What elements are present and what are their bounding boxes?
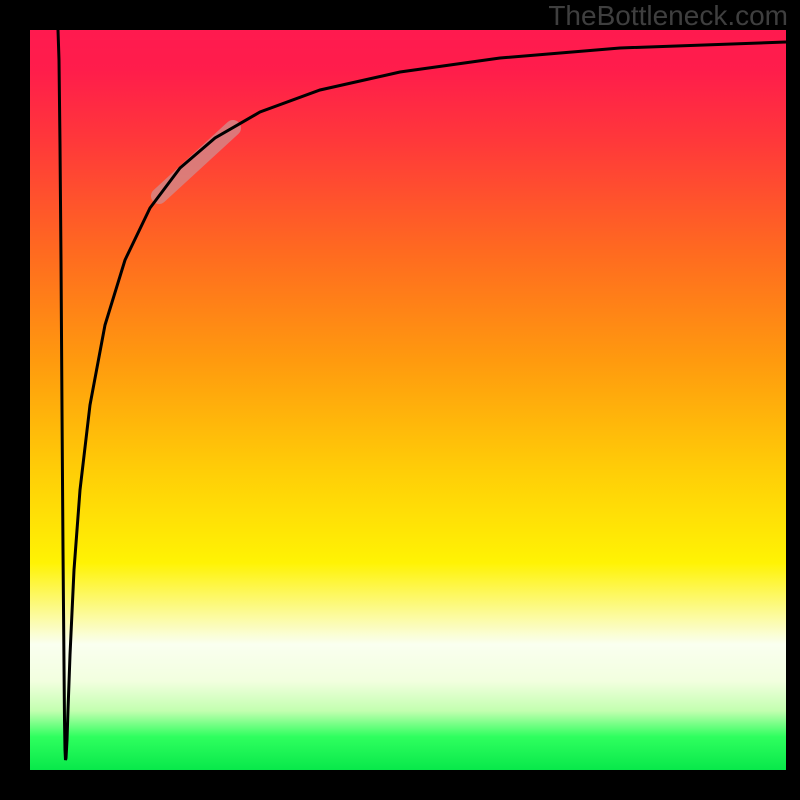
plot-area — [30, 30, 786, 770]
plot-gradient-background — [30, 30, 786, 770]
watermark-text: TheBottleneck.com — [548, 0, 788, 32]
chart-root: TheBottleneck.com — [0, 0, 800, 800]
